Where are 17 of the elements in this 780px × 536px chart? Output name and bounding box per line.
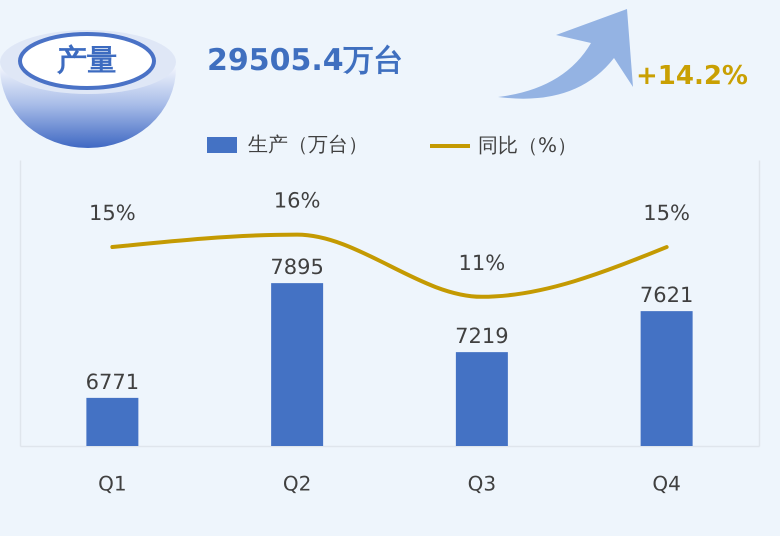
x-tick-label: Q2 bbox=[282, 472, 312, 496]
x-tick-label: Q3 bbox=[468, 472, 496, 496]
x-tick-label: Q4 bbox=[652, 472, 681, 496]
legend-label: 同比（%） bbox=[478, 133, 578, 157]
text: +14.2% bbox=[636, 61, 748, 91]
chart-title: 产量 bbox=[57, 43, 117, 78]
data-label: 15% bbox=[89, 201, 136, 226]
data-label: 16% bbox=[274, 188, 320, 213]
data-label: 7895 bbox=[270, 255, 324, 280]
x-tick-label: Q1 bbox=[98, 472, 127, 496]
data-label: 7219 bbox=[455, 324, 509, 348]
data-label: 7621 bbox=[640, 283, 694, 308]
legend-label: 生产（万台） bbox=[248, 132, 368, 156]
data-label: 15% bbox=[643, 201, 690, 226]
data-label: 11% bbox=[458, 250, 506, 275]
data-label: 6771 bbox=[86, 370, 140, 394]
chart-subtitle: 29505.4万台 bbox=[207, 43, 404, 78]
